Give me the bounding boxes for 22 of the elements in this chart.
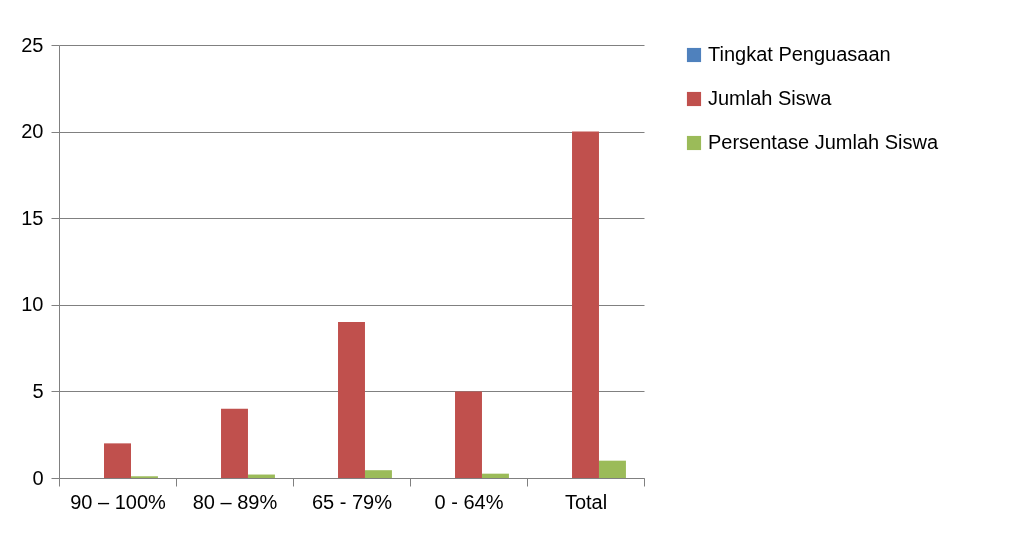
x-tick-label: 80 – 89% <box>192 490 278 513</box>
bar <box>481 473 509 478</box>
y-tick-label: 15 <box>21 206 44 229</box>
x-tick-label: Total <box>564 490 608 513</box>
legend-label: Tingkat Penguasaan <box>708 43 891 65</box>
y-tick-label: 0 <box>32 466 44 489</box>
x-tick-label: 0 - 64% <box>434 490 504 513</box>
bar <box>572 131 599 478</box>
bar <box>104 443 131 478</box>
x-tick-label: 90 – 100% <box>70 490 167 513</box>
bar <box>364 470 392 478</box>
y-tick-label: 10 <box>21 293 44 316</box>
y-tick-label: 25 <box>21 33 44 56</box>
bar <box>455 391 482 478</box>
bar <box>221 408 248 478</box>
bar <box>598 460 626 478</box>
legend-label: Jumlah Siswa <box>708 87 833 109</box>
bar <box>338 322 365 478</box>
y-tick-label: 5 <box>32 379 44 402</box>
legend-label: Persentase Jumlah Siswa <box>708 131 939 153</box>
x-tick-label: 65 - 79% <box>311 490 393 513</box>
y-tick-label: 20 <box>21 120 44 143</box>
